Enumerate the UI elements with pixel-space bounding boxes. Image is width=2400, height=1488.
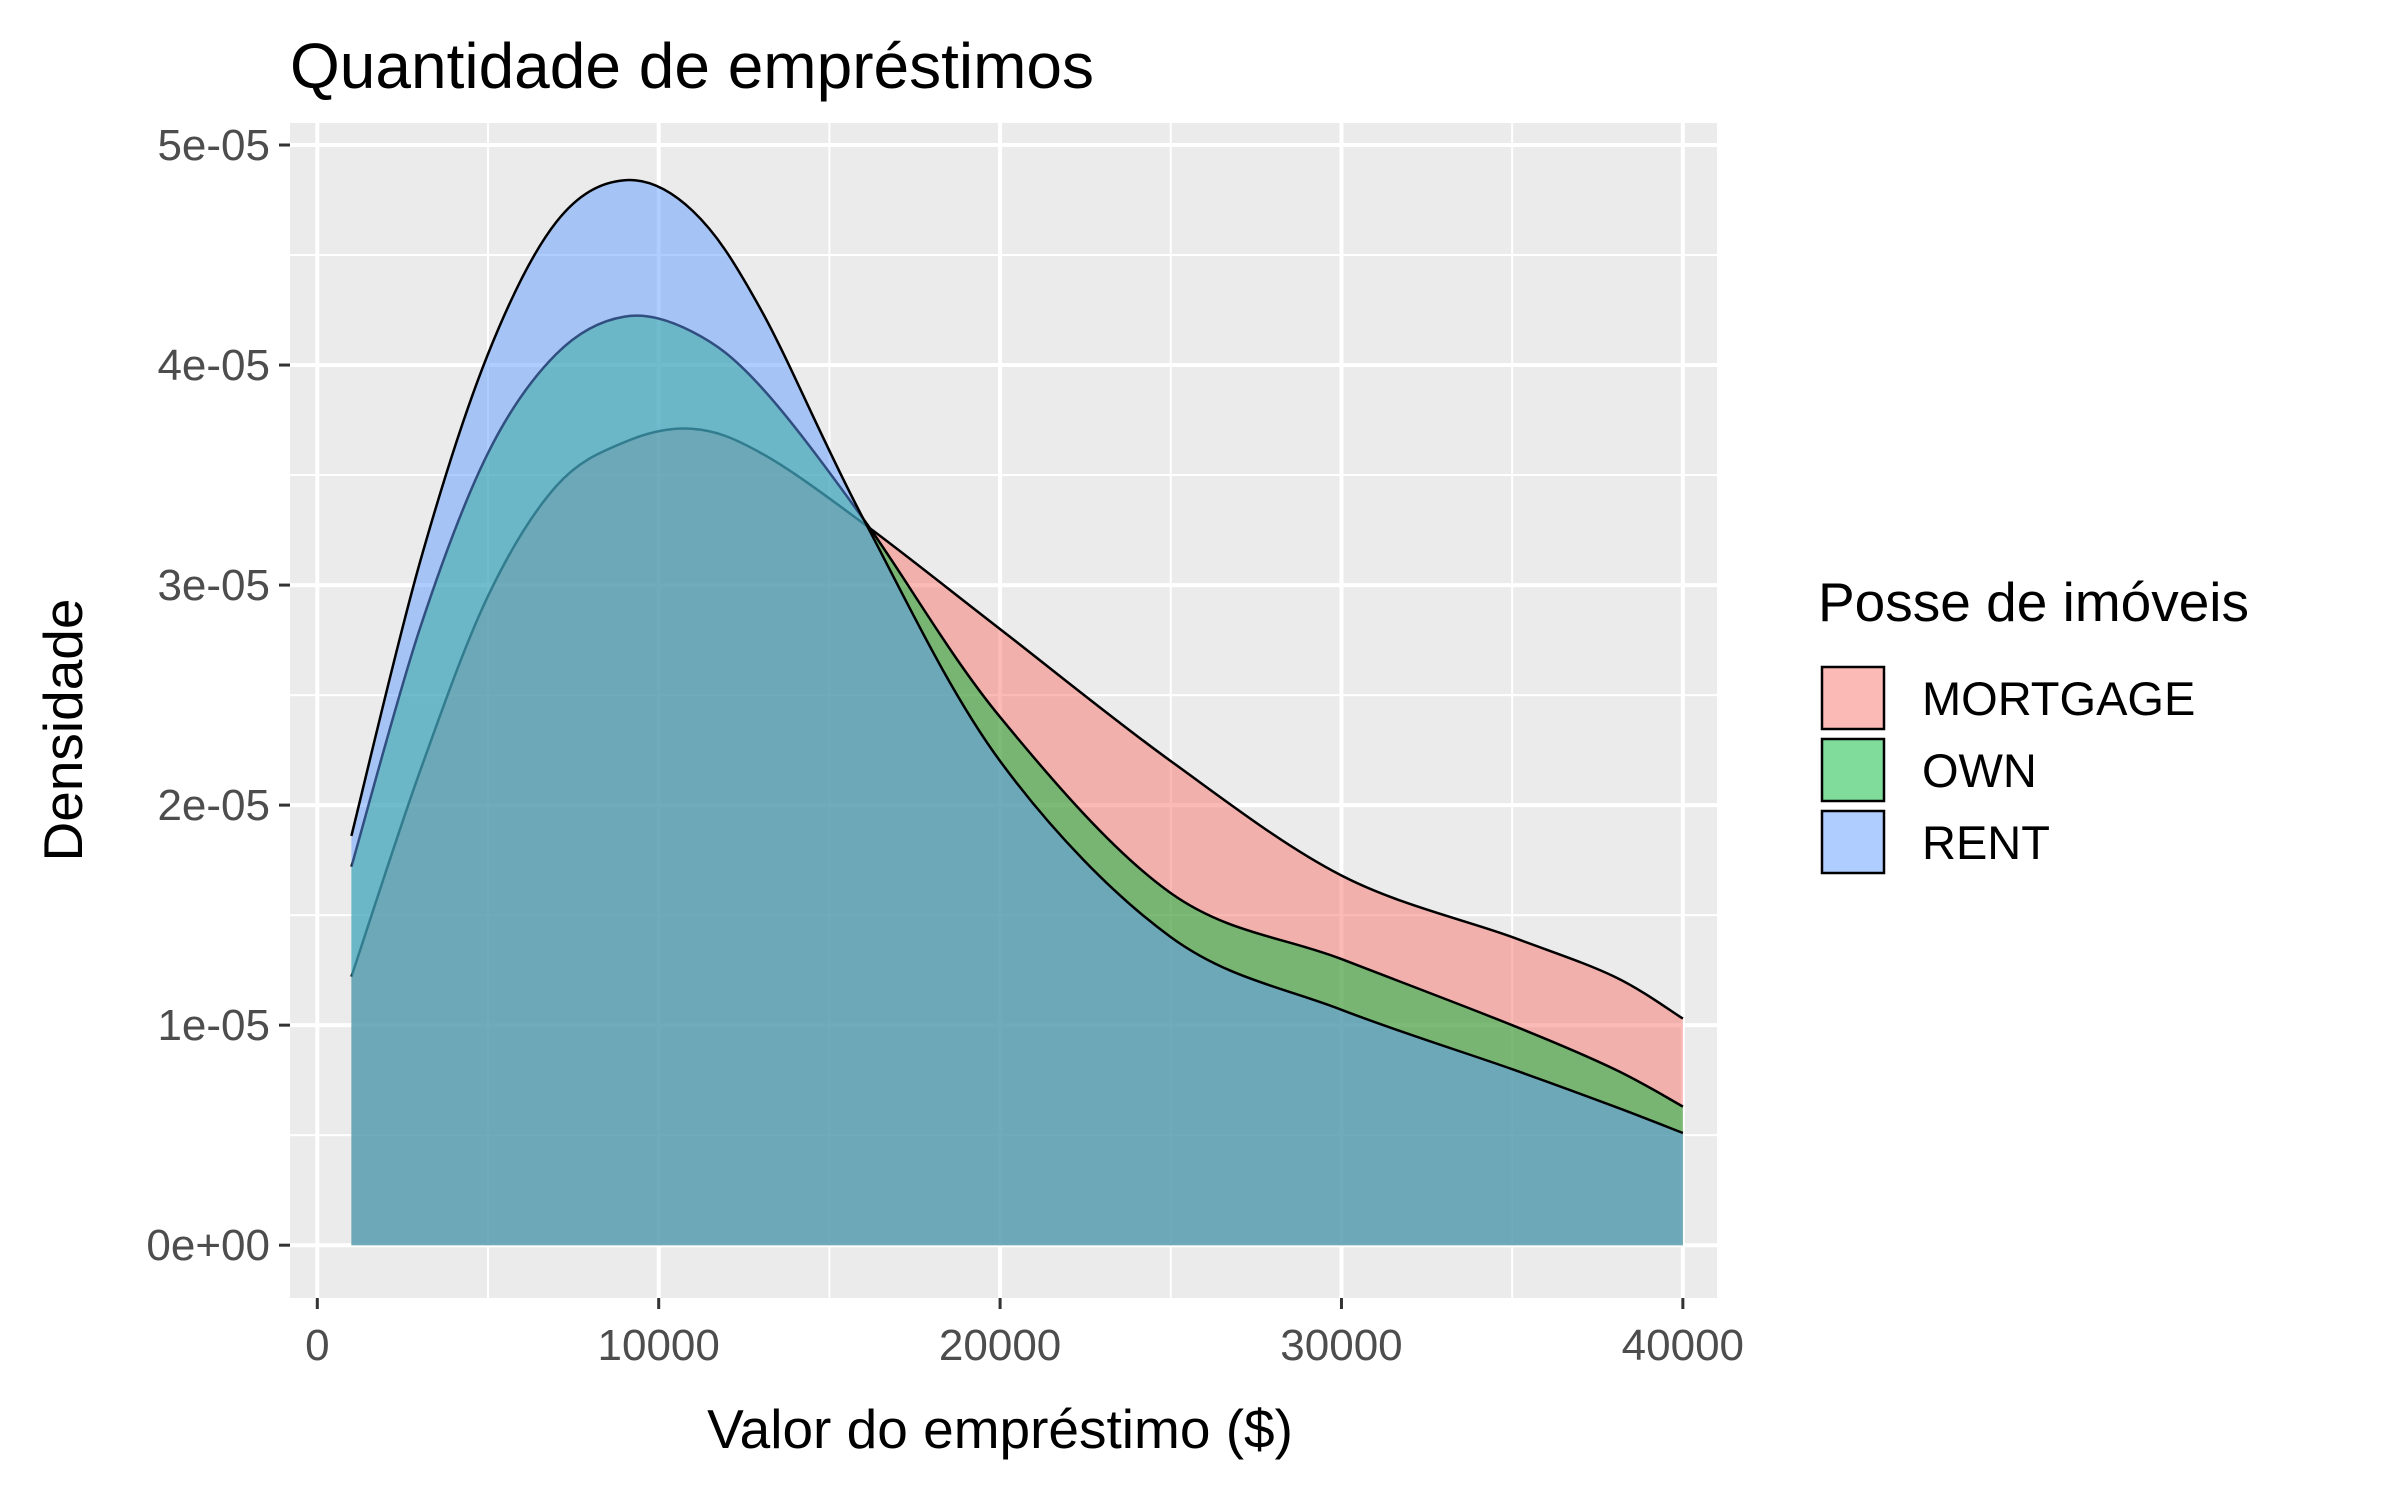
x-axis-title: Valor do empréstimo ($) [707, 1398, 1293, 1460]
x-tick-label: 10000 [598, 1321, 720, 1370]
legend-key-mortgage [1820, 665, 1886, 731]
y-axis: 0e+00 1e-05 2e-05 3e-05 4e-05 5e-05 [146, 121, 290, 1270]
y-tick-label: 4e-05 [157, 341, 270, 390]
density-area-rent [351, 180, 1683, 1246]
x-tick-label: 0 [305, 1321, 329, 1370]
x-tick-label: 20000 [939, 1321, 1061, 1370]
x-tick-label: 40000 [1622, 1321, 1744, 1370]
chart-title: Quantidade de empréstimos [290, 30, 1094, 102]
y-tick-label: 3e-05 [157, 561, 270, 610]
y-tick-label: 1e-05 [157, 1001, 270, 1050]
x-tick-label: 30000 [1280, 1321, 1402, 1370]
y-axis-title: Densidade [32, 599, 94, 862]
legend: Posse de imóveis MORTGAGE OWN RENT [1818, 571, 2249, 875]
legend-key-own [1820, 737, 1886, 803]
legend-key-rent [1820, 809, 1886, 875]
legend-items: MORTGAGE OWN RENT [1820, 665, 2195, 875]
density-areas [350, 178, 1684, 1246]
y-tick-label: 2e-05 [157, 781, 270, 830]
y-tick-label: 0e+00 [146, 1221, 270, 1270]
legend-label-mortgage: MORTGAGE [1922, 672, 2195, 725]
x-axis: 0 10000 20000 30000 40000 [305, 1298, 1744, 1370]
density-line-rent [350, 178, 1684, 1135]
legend-label-rent: RENT [1922, 816, 2050, 869]
legend-label-own: OWN [1922, 744, 2037, 797]
y-tick-label: 5e-05 [157, 121, 270, 170]
legend-title: Posse de imóveis [1818, 571, 2249, 633]
